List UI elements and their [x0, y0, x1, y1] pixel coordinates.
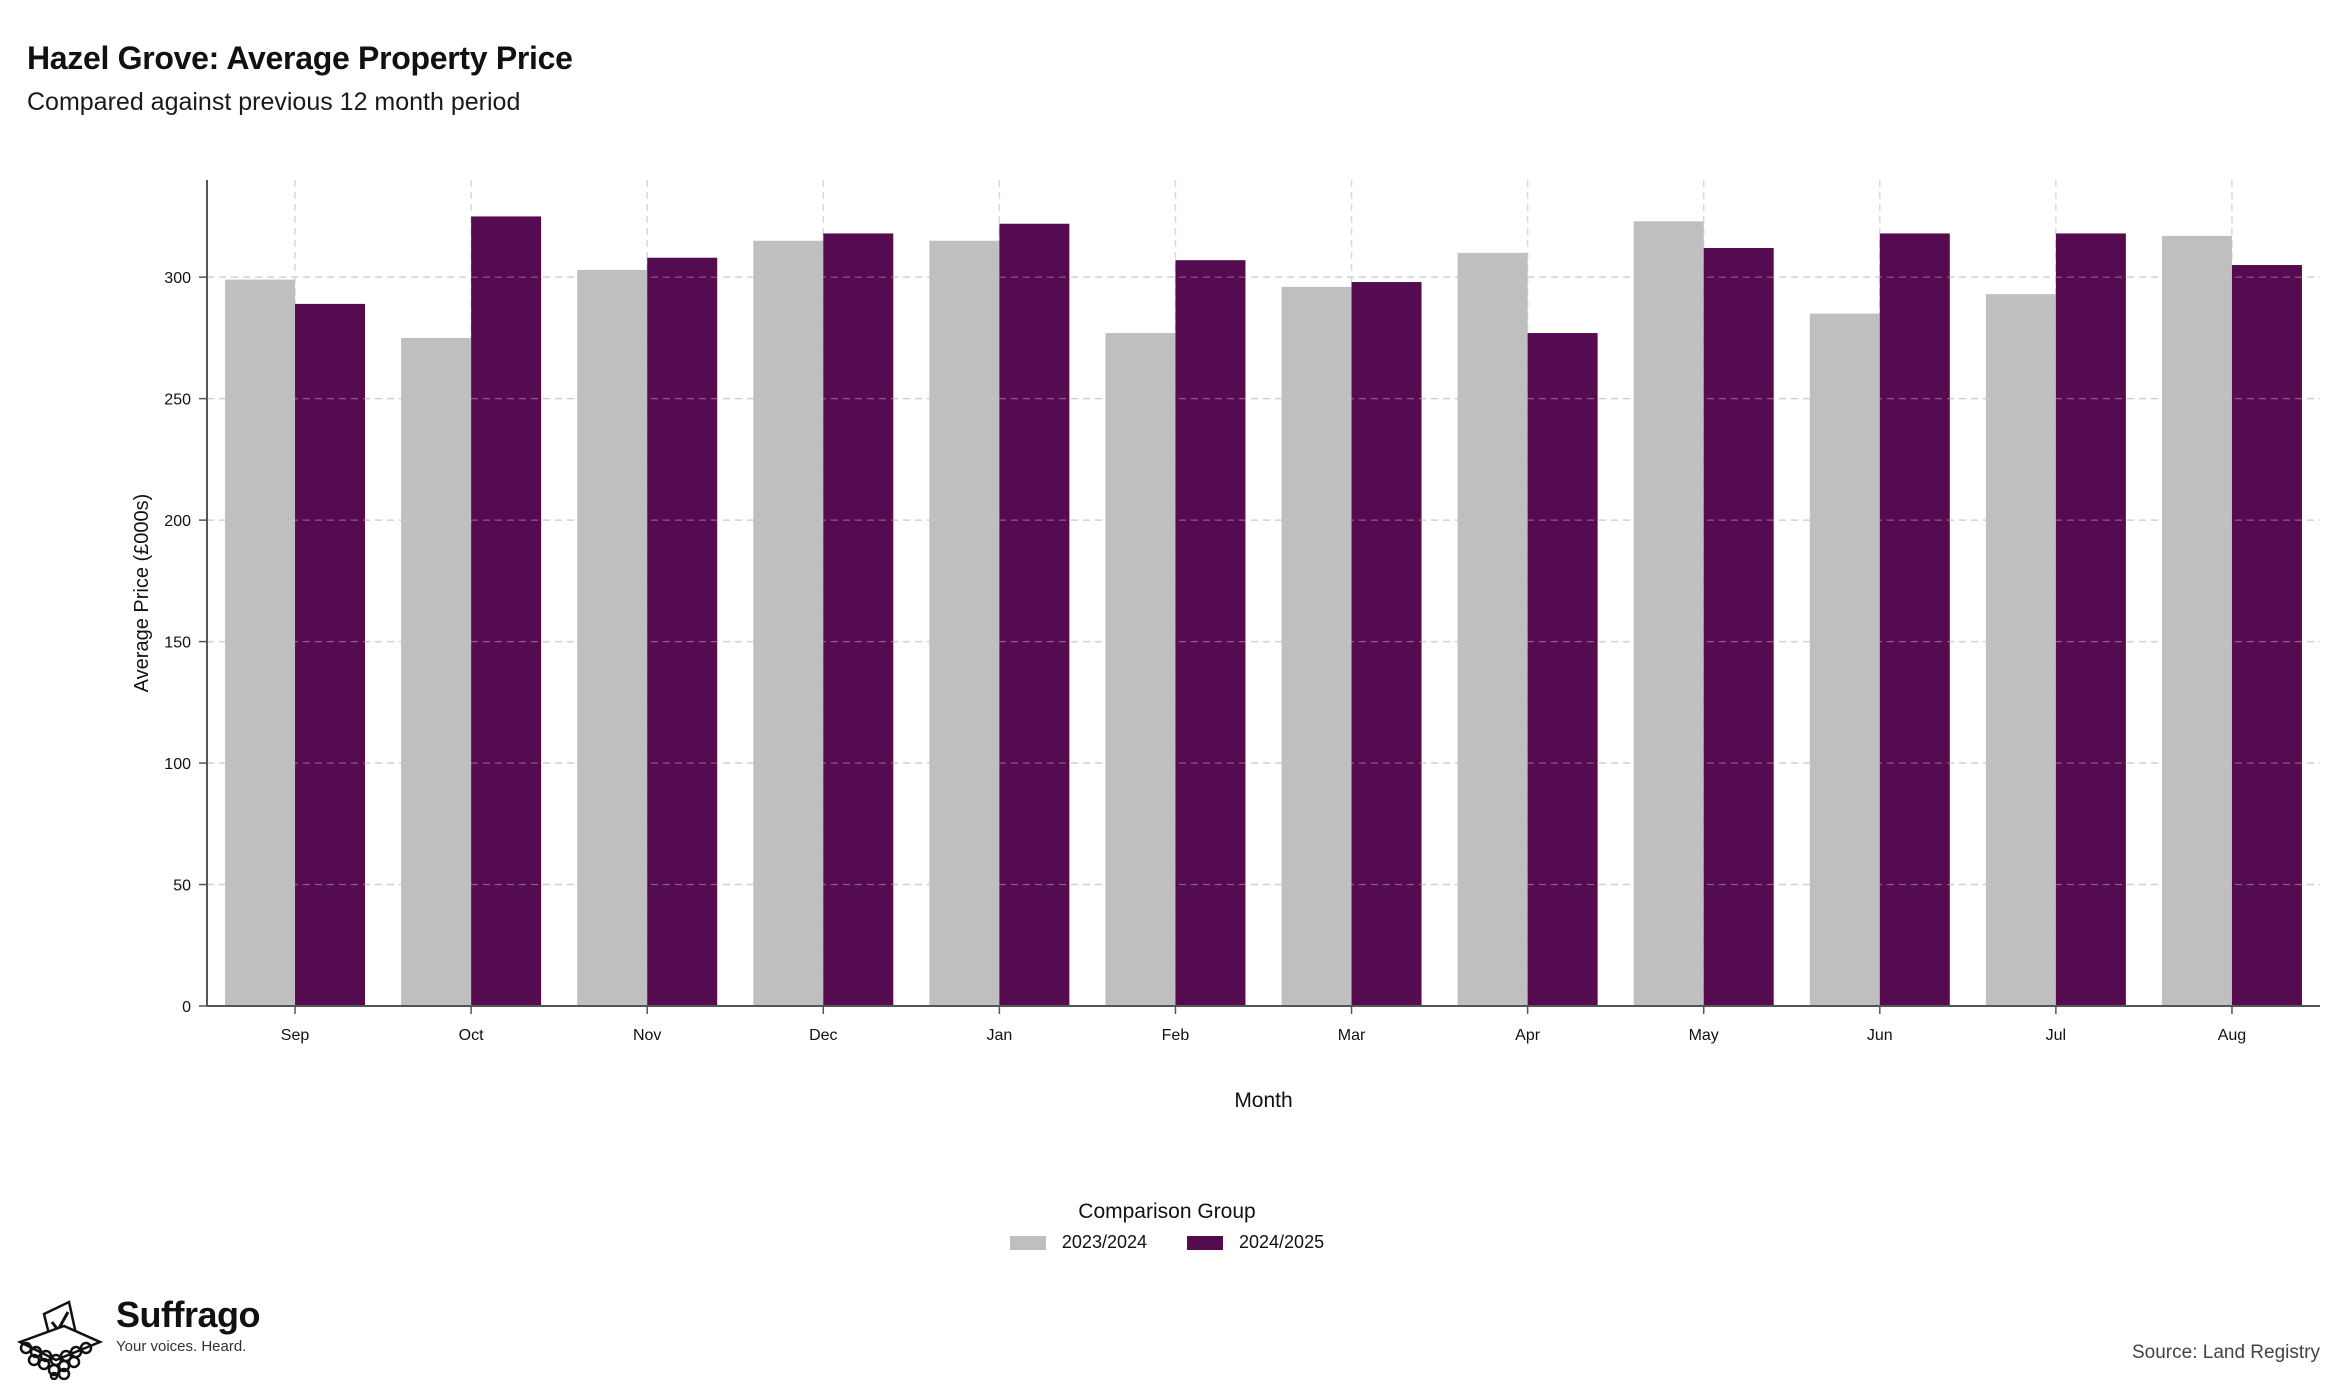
- y-tick-label: 250: [164, 392, 191, 409]
- x-tick-label: Apr: [1515, 1027, 1541, 1044]
- bar-2024-2025-jan: [999, 223, 1070, 1006]
- y-tick-label: 200: [164, 513, 191, 530]
- legend-item-2023-2024: 2023/2024: [1009, 1232, 1147, 1253]
- brand-name: Suffrago: [116, 1294, 261, 1335]
- x-tick-label: May: [1689, 1027, 1719, 1044]
- bar-2023-2024-jul: [1985, 294, 2056, 1006]
- y-tick-label: 100: [164, 756, 191, 773]
- bar-2024-2025-aug: [2231, 265, 2302, 1006]
- bar-2024-2025-apr: [1527, 333, 1598, 1006]
- bar-2023-2024-nov: [577, 269, 648, 1006]
- y-tick-label: 300: [164, 270, 191, 287]
- x-tick-label: Oct: [459, 1027, 484, 1044]
- legend-label-2024-2025: 2024/2025: [1239, 1232, 1325, 1252]
- bar-2023-2024-apr: [1457, 252, 1528, 1007]
- bars: [207, 216, 2320, 1007]
- bar-2024-2025-may: [1703, 248, 1774, 1006]
- x-axis-label: Month: [1234, 1089, 1292, 1112]
- bar-chart: 0 50 100 150 200 250 300 Sep Oct Nov Dec Jan Feb Mar A…: [131, 180, 2320, 1112]
- source-note: Source: Land Registry: [2132, 1342, 2320, 1363]
- chart-title: Hazel Grove: Average Property Price: [27, 40, 573, 76]
- bar-2024-2025-nov: [647, 257, 718, 1006]
- x-tick-label: Mar: [1338, 1027, 1366, 1044]
- chart-subtitle: Compared against previous 12 month perio…: [27, 88, 521, 116]
- legend-label-2023-2024: 2023/2024: [1061, 1232, 1147, 1252]
- bar-2023-2024-may: [1633, 221, 1704, 1007]
- bar-2023-2024-aug: [2161, 235, 2232, 1006]
- x-tick-label: Feb: [1162, 1027, 1190, 1044]
- bar-2024-2025-feb: [1175, 260, 1246, 1006]
- x-tick-label: Jan: [986, 1027, 1012, 1044]
- bar-2023-2024-feb: [1105, 333, 1176, 1006]
- axes: 0 50 100 150 200 250 300 Sep Oct Nov Dec Jan Feb Mar A…: [164, 180, 2320, 1044]
- bar-2023-2024-sep: [225, 279, 296, 1006]
- x-tick-label: Nov: [633, 1027, 661, 1044]
- y-tick-label: 50: [173, 878, 191, 895]
- bar-2024-2025-dec: [823, 233, 894, 1007]
- x-tick-label: Jun: [1867, 1027, 1893, 1044]
- legend-swatch-2024-2025: [1187, 1235, 1223, 1250]
- legend-swatch-2023-2024: [1009, 1235, 1046, 1250]
- y-tick-label: 150: [164, 635, 191, 652]
- legend-item-2024-2025: 2024/2025: [1187, 1232, 1324, 1253]
- x-tick-label: Dec: [809, 1027, 837, 1044]
- legend-title: Comparison Group: [1078, 1200, 1256, 1223]
- y-axis-label: Average Price (£000s): [131, 494, 153, 693]
- bar-2024-2025-mar: [1351, 282, 1422, 1007]
- brand-logo: Suffrago Your voices. Heard.: [14, 1294, 261, 1380]
- ballot-box-icon: [16, 1300, 104, 1380]
- legend: Comparison Group 2023/2024 2024/2025: [0, 1200, 2334, 1253]
- x-tick-label: Sep: [281, 1027, 310, 1044]
- bar-2024-2025-oct: [471, 216, 542, 1007]
- bar-2023-2024-oct: [401, 337, 472, 1007]
- bar-2024-2025-jun: [1879, 233, 1950, 1007]
- bar-2023-2024-mar: [1281, 286, 1352, 1006]
- bar-2024-2025-jul: [2055, 233, 2126, 1007]
- bar-2023-2024-dec: [753, 240, 824, 1006]
- brand-tagline: Your voices. Heard.: [116, 1338, 247, 1355]
- bar-2024-2025-sep: [295, 303, 366, 1006]
- y-tick-label: 0: [182, 999, 191, 1016]
- bar-2023-2024-jun: [1809, 313, 1880, 1006]
- x-tick-label: Jul: [2046, 1027, 2066, 1044]
- bar-2023-2024-jan: [929, 240, 1000, 1006]
- x-tick-label: Aug: [2218, 1027, 2246, 1044]
